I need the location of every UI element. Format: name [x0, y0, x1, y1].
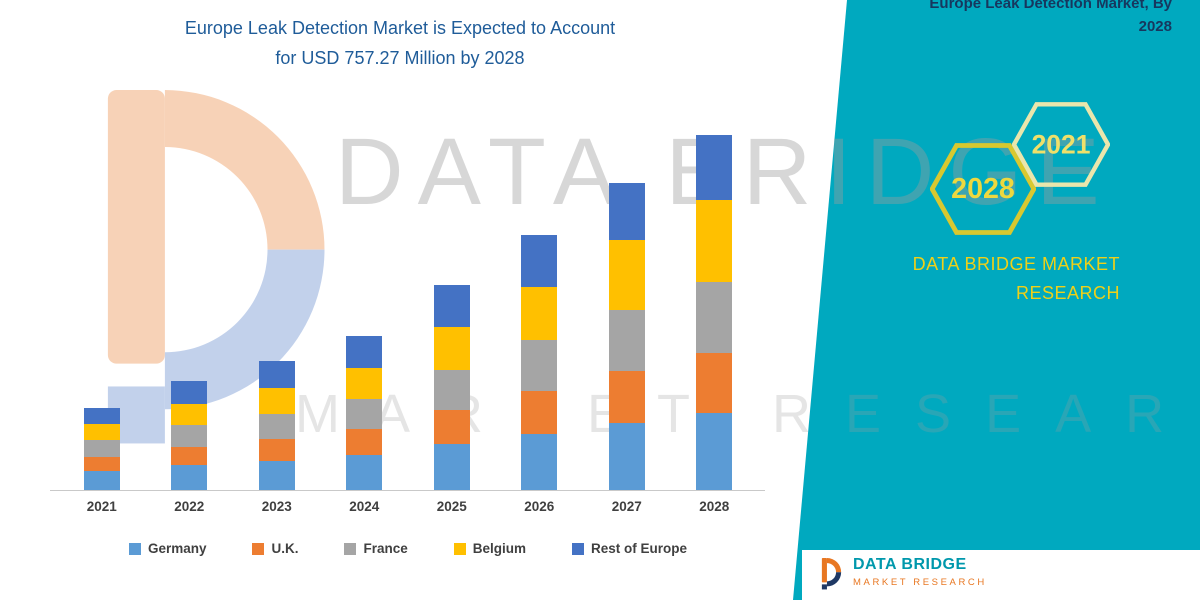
legend-item-rest-of-europe: Rest of Europe	[572, 541, 687, 556]
legend-swatch	[252, 542, 265, 555]
bar-segment-germany	[83, 471, 120, 490]
bar-segment-u-k-	[696, 352, 733, 413]
hexagon-2021-outline	[1012, 102, 1110, 187]
x-axis-label: 2021	[86, 499, 117, 514]
x-axis-label: 2023	[261, 499, 292, 514]
plot-area	[58, 115, 758, 490]
hexagon-2021-label: 2021	[1032, 130, 1091, 160]
chart-legend: Germany U.K. France Belgium Rest of Europe	[58, 541, 758, 556]
hexagon-2028-label: 2028	[951, 173, 1015, 205]
bar-segment-germany	[433, 444, 470, 490]
bar-segment-belgium	[258, 388, 295, 415]
hexagon-badge-2021: 2021	[1012, 102, 1110, 187]
bar-segment-u-k-	[258, 439, 295, 461]
bar-segment-france	[83, 440, 120, 458]
bar-segment-rest-of-europe	[696, 135, 733, 201]
brand-text: DATA BRIDGE MARKET RESEARCH	[905, 250, 1120, 308]
legend-item-france: France	[344, 541, 408, 556]
bar-segment-u-k-	[346, 429, 383, 456]
bar-segment-rest-of-europe	[171, 380, 208, 404]
legend-label: Belgium	[472, 541, 527, 556]
bar-segment-france	[433, 369, 470, 410]
legend-label: Rest of Europe	[591, 541, 688, 556]
bar-segment-france	[608, 310, 645, 371]
x-axis-label: 2025	[436, 499, 467, 514]
bar-segment-rest-of-europe	[346, 336, 383, 369]
footer-logo-sub: MARKET RESEARCH	[853, 577, 987, 588]
legend-item-belgium: Belgium	[453, 541, 527, 556]
x-axis-labels: 2021 2022 2023 2024 2025 2026 2027 2028	[58, 499, 758, 519]
bar-segment-rest-of-europe	[433, 285, 470, 328]
bar-segment-u-k-	[433, 409, 470, 445]
bar-segment-belgium	[171, 403, 208, 426]
bar-segment-france	[346, 399, 383, 430]
bar-segment-france	[171, 425, 208, 447]
bar-segment-rest-of-europe	[521, 235, 558, 288]
bar-segment-belgium	[346, 368, 383, 400]
footer-logo-name: DATA BRIDGE	[853, 556, 967, 573]
legend-label: Germany	[147, 541, 207, 556]
side-panel-title: Europe Leak Detection Market, By 2028	[929, 0, 1172, 38]
x-axis-label: 2026	[524, 499, 555, 514]
legend-item-u-k-: U.K.	[252, 541, 298, 556]
hexagon-badge-2028: 2028	[930, 143, 1036, 235]
bar-segment-germany	[258, 460, 295, 490]
bar-segment-rest-of-europe	[258, 361, 295, 389]
bar-segment-france	[258, 414, 295, 440]
bar-segment-belgium	[521, 287, 558, 340]
bar-segment-france	[696, 282, 733, 353]
brand-text-line1: DATA BRIDGE MARKET	[912, 254, 1120, 274]
bar-segment-u-k-	[521, 390, 558, 434]
legend-swatch	[572, 542, 585, 555]
chart-title: Europe Leak Detection Market is Expected…	[30, 13, 770, 73]
bar-segment-belgium	[608, 239, 645, 310]
side-panel-title-line1: Europe Leak Detection Market, By	[929, 0, 1172, 12]
bar-segment-rest-of-europe	[608, 183, 645, 240]
hexagon-2028-outline	[930, 143, 1036, 235]
bar-segment-germany	[171, 464, 208, 490]
footer-logo-text: DATA BRIDGE MARKET RESEARCH	[853, 556, 987, 588]
bar-segment-belgium	[433, 327, 470, 370]
bar-segment-germany	[521, 433, 558, 490]
brand-text-line2: RESEARCH	[1015, 283, 1120, 303]
legend-item-germany: Germany	[128, 541, 207, 556]
legend-swatch	[453, 542, 466, 555]
legend-swatch	[344, 542, 357, 555]
bar-segment-germany	[608, 423, 645, 490]
bar-segment-belgium	[696, 200, 733, 283]
footer-logo-strip: DATA BRIDGE MARKET RESEARCH	[802, 550, 1200, 600]
bar-segment-u-k-	[608, 370, 645, 424]
legend-swatch	[128, 542, 141, 555]
bar-segment-france	[521, 340, 558, 391]
bar-segment-u-k-	[83, 457, 120, 472]
bar-segment-belgium	[83, 424, 120, 441]
x-axis-label: 2028	[699, 499, 730, 514]
chart-title-line2: for USD 757.27 Million by 2028	[275, 48, 525, 68]
x-axis-label: 2027	[611, 499, 642, 514]
bar-segment-rest-of-europe	[83, 407, 120, 425]
side-panel-title-line2: 2028	[1138, 18, 1172, 35]
x-axis-label: 2022	[174, 499, 205, 514]
chart-title-line1: Europe Leak Detection Market is Expected…	[184, 18, 616, 38]
x-axis-line	[50, 490, 765, 491]
bar-segment-u-k-	[171, 446, 208, 465]
databridge-logo-icon	[821, 558, 842, 590]
bar-segment-germany	[346, 455, 383, 490]
x-axis-label: 2024	[349, 499, 380, 514]
bar-segment-germany	[696, 412, 733, 490]
legend-label: France	[363, 541, 408, 556]
legend-label: U.K.	[271, 541, 299, 556]
